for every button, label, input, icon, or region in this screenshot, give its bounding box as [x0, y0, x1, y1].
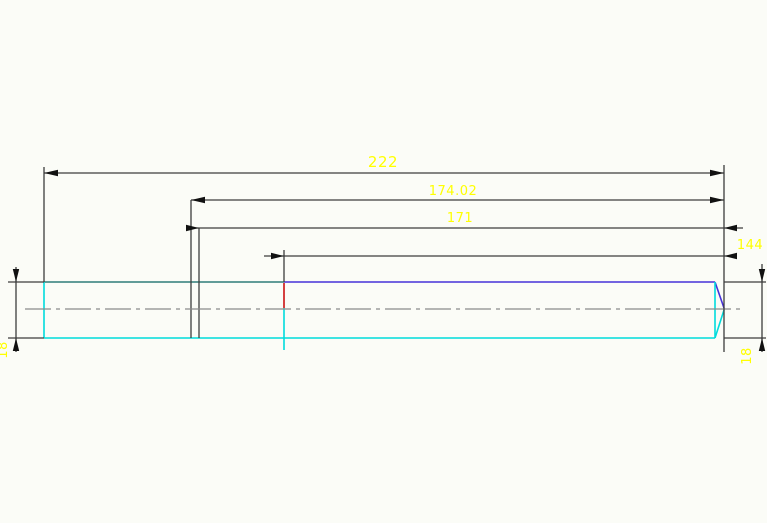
- arrowhead: [724, 224, 737, 232]
- dim-text-diameter-right: 18: [740, 347, 755, 365]
- chamfer-bottom-edge: [714, 309, 725, 339]
- chamfer-top-edge: [714, 281, 725, 309]
- shaft-outline: [43, 200, 725, 350]
- arrowhead: [724, 252, 737, 260]
- dim-text-171: 171: [446, 211, 474, 226]
- arrowhead: [758, 338, 766, 351]
- arrowhead: [710, 196, 724, 204]
- dim-text-diameter-left: 18: [0, 341, 11, 359]
- arrowhead: [271, 252, 284, 260]
- arrowhead: [12, 338, 20, 351]
- arrowhead: [12, 269, 20, 282]
- arrowhead: [186, 224, 199, 232]
- arrowhead: [191, 196, 205, 204]
- dim-text-overall-length: 222: [367, 153, 399, 171]
- arrowhead: [710, 169, 724, 177]
- dim-text-174: 174.02: [428, 184, 478, 199]
- arrowhead: [758, 269, 766, 282]
- extension-lines: [8, 165, 766, 352]
- dim-text-144: 144: [736, 238, 764, 253]
- arrowhead: [44, 169, 58, 177]
- dimension-lines: [12, 169, 766, 352]
